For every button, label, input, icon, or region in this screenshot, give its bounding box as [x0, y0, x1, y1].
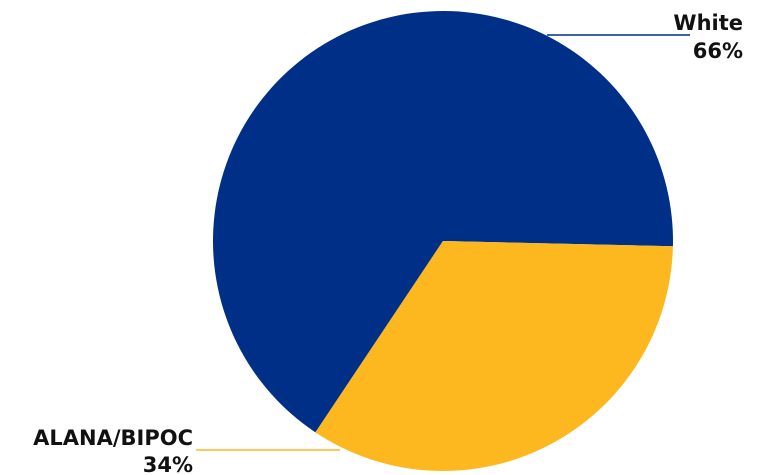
leader-lines-layer — [196, 34, 690, 451]
slice-value-white: 66% — [693, 39, 743, 63]
slice-label-white: White — [673, 11, 743, 35]
slices-layer — [212, 10, 673, 471]
slice-value-alana-bipoc: 34% — [143, 453, 193, 475]
labels-layer: White 66% ALANA/BIPOC 34% — [33, 11, 743, 475]
pie-slice-white — [212, 10, 673, 433]
slice-label-alana-bipoc: ALANA/BIPOC — [33, 426, 193, 450]
pie-slice-alana-bipoc — [315, 241, 673, 471]
